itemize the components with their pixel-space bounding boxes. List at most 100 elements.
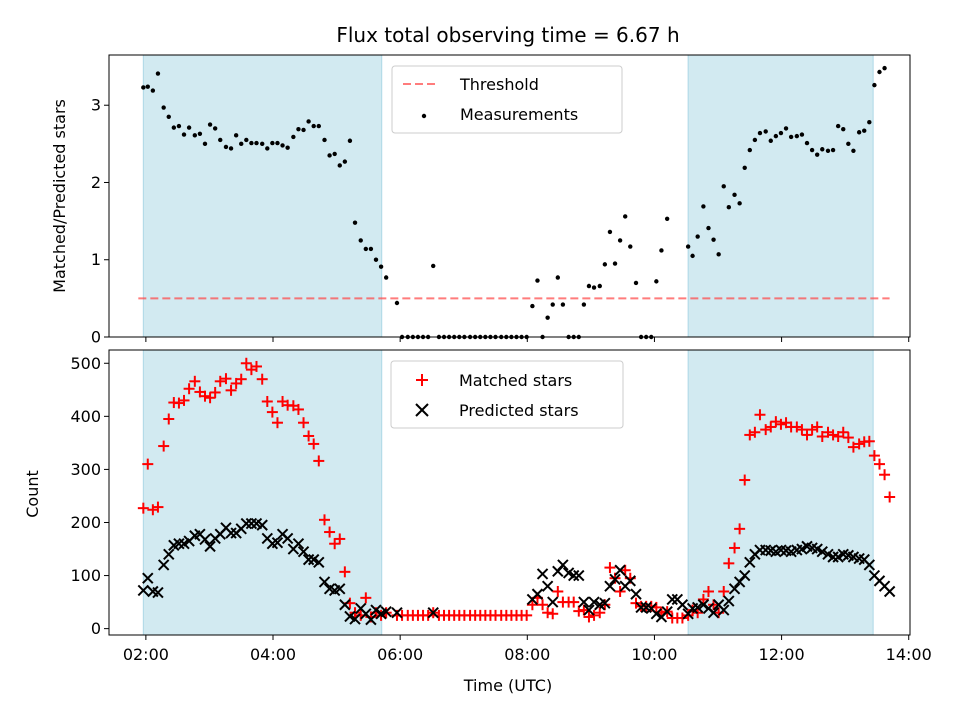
predicted-x-b xyxy=(583,604,595,616)
predicted-x-b xyxy=(676,599,689,611)
predicted-star-point xyxy=(863,559,876,571)
predicted-star-point xyxy=(334,583,346,595)
y-tick-label: 100 xyxy=(70,566,101,585)
predicted-x-b xyxy=(281,532,294,545)
counts-plot-frame xyxy=(108,349,911,636)
predicted-star-point xyxy=(318,576,331,588)
measurement-point xyxy=(150,88,156,93)
predicted-star-point xyxy=(163,548,175,561)
measurement-point xyxy=(368,246,374,252)
matched-star-point xyxy=(583,611,595,623)
measurement-point xyxy=(176,123,182,129)
x-tick-label: 08:00 xyxy=(504,645,550,664)
x-tick-label: 02:00 xyxy=(123,645,169,664)
predicted-x-b xyxy=(137,584,150,597)
legend-measurements-label: Measurements xyxy=(460,105,578,124)
predicted-x-b xyxy=(868,569,881,582)
predicted-star-point xyxy=(204,540,216,553)
predicted-x-b xyxy=(718,604,730,616)
y-tick-label: 200 xyxy=(70,513,101,532)
measurement-point xyxy=(145,84,150,89)
predicted-x-b xyxy=(630,588,642,600)
predicted-star-point xyxy=(173,538,185,550)
matched-star-point xyxy=(324,526,336,538)
measurement-point xyxy=(633,280,639,286)
chart-title: Flux total observing time = 6.67 h xyxy=(336,23,679,47)
measurement-point xyxy=(342,159,348,164)
predicted-x-b xyxy=(878,580,891,592)
matched-star-point xyxy=(209,386,221,398)
measurement-point xyxy=(695,234,700,239)
matched-star-point xyxy=(339,566,351,578)
predicted-star-point xyxy=(650,608,663,620)
observing-band-2 xyxy=(687,54,874,338)
predicted-star-point xyxy=(391,607,403,619)
measurement-point xyxy=(181,132,187,137)
predicted-star-point xyxy=(599,597,611,609)
matched-star-point xyxy=(729,542,741,554)
measurement-point xyxy=(332,151,337,157)
observing-band-1 xyxy=(142,54,383,338)
predicted-x-b xyxy=(811,543,823,555)
predicted-x-b xyxy=(204,540,216,553)
measurement-point xyxy=(867,120,872,125)
predicted-x-b xyxy=(323,583,336,595)
predicted-x-b xyxy=(391,607,403,619)
predicted-star-point xyxy=(604,580,616,592)
matched-star-point xyxy=(537,599,549,611)
matched-star-point xyxy=(760,424,772,436)
predicted-x-b xyxy=(339,599,351,611)
matched-star-point xyxy=(791,421,803,433)
predicted-x-b xyxy=(588,596,600,608)
measurement-point xyxy=(212,126,218,131)
measurement-point xyxy=(260,141,265,147)
predicted-star-point xyxy=(676,599,689,611)
ratio-y-axis-label: Matched/Predicted stars xyxy=(50,99,69,293)
y-tick-label: 400 xyxy=(70,407,101,426)
measurement-point xyxy=(794,133,800,139)
matched-star-point xyxy=(739,474,751,486)
matched-star-point xyxy=(547,608,559,620)
predicted-x-b xyxy=(661,605,673,618)
predicted-star-point xyxy=(547,596,559,608)
predicted-x-b xyxy=(873,575,886,587)
predicted-x-b xyxy=(355,602,367,615)
ratio-x-ticks xyxy=(145,337,910,342)
measurement-point xyxy=(363,246,369,252)
matched-star-point xyxy=(801,429,813,441)
matched-star-point xyxy=(313,455,325,467)
matched-star-point xyxy=(250,360,262,372)
measurement-point xyxy=(166,114,171,120)
measurement-point xyxy=(555,275,561,280)
matched-star-point xyxy=(292,403,304,415)
predicted-x-b xyxy=(142,572,154,584)
predicted-star-point xyxy=(142,572,154,584)
matched-star-point xyxy=(884,491,896,503)
measurement-point xyxy=(192,133,198,138)
ratio-y-ticks: 0 1 2 3 xyxy=(91,96,109,347)
predicted-x-b xyxy=(728,583,741,595)
matched-star-point xyxy=(256,373,268,385)
measurement-point xyxy=(825,148,831,154)
predicted-x-b xyxy=(349,613,361,625)
measurement-point xyxy=(530,303,535,309)
measurement-point xyxy=(664,216,670,221)
measurement-point xyxy=(701,204,706,209)
measurement-point xyxy=(545,315,550,320)
matched-star-point xyxy=(842,432,854,444)
matched-star-point xyxy=(542,607,554,619)
x-tick-label: 06:00 xyxy=(377,645,423,664)
measurement-point xyxy=(685,244,691,249)
measurement-point xyxy=(757,130,763,136)
matched-star-point xyxy=(308,438,320,450)
predicted-x-b xyxy=(220,522,232,534)
measurement-point xyxy=(358,238,363,243)
measurement-point xyxy=(186,125,192,130)
counts-x-ticks: 02:00 04:00 06:00 08:00 10:00 12:00 14:00 xyxy=(123,635,932,664)
matched-star-point xyxy=(152,501,164,513)
matched-star-point xyxy=(173,397,185,409)
predicted-x-b xyxy=(427,607,439,619)
counts-panel: 0 100 200 300 400 500 02:00 04:00 06:00 08:00 10:… xyxy=(23,349,932,695)
measurement-point xyxy=(763,129,768,134)
matched-star-point xyxy=(142,458,154,470)
